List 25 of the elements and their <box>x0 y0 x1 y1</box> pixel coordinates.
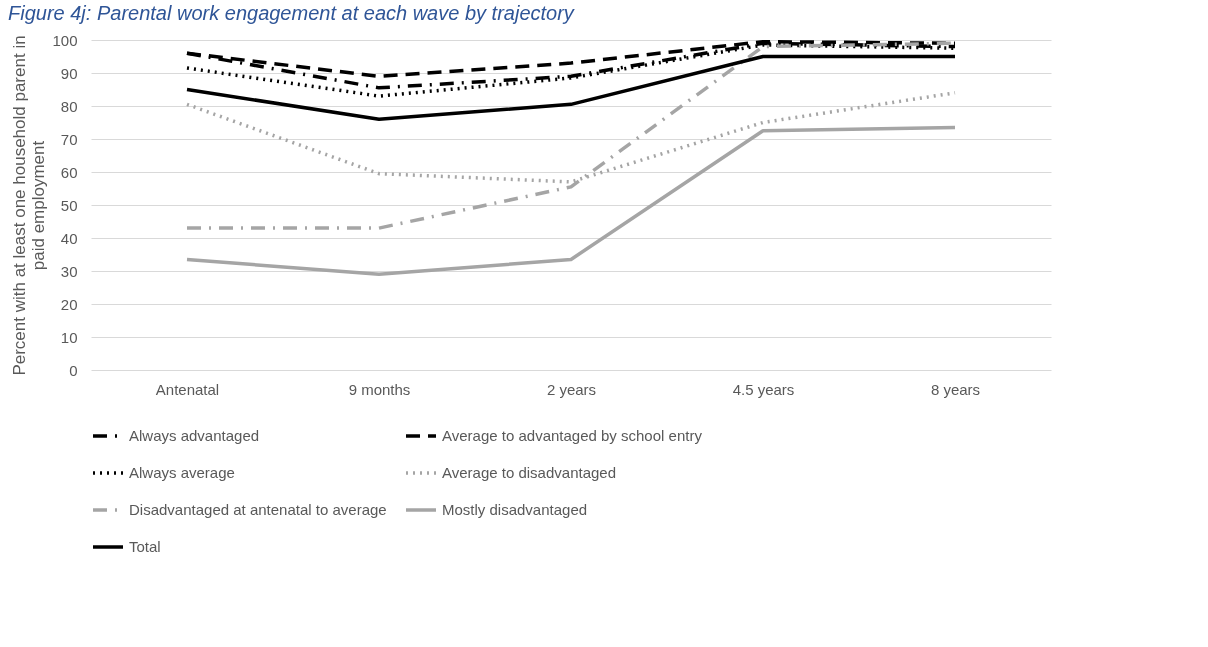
legend-label: Always average <box>129 464 235 481</box>
y-tick-label: 30 <box>60 262 78 280</box>
legend-label: Always advantaged <box>129 427 260 444</box>
y-tick-label: 50 <box>60 196 78 214</box>
legend-label: Mostly disadvantaged <box>442 501 588 518</box>
chart-title: Figure 4j: Parental work engagement at each wave by trajectory <box>7 1 576 25</box>
legend-label: Average to advantaged by school entry <box>442 427 703 444</box>
y-tick-label: 60 <box>60 163 78 181</box>
y-tick-label: 10 <box>60 328 78 346</box>
y-tick-label: 100 <box>52 31 78 49</box>
y-tick-label: 0 <box>69 361 78 379</box>
legend-label: Disadvantaged at antenatal to average <box>129 501 387 518</box>
y-tick-label: 80 <box>60 97 78 115</box>
y-tick-label: 70 <box>60 130 78 148</box>
y-tick-label: 90 <box>60 64 78 82</box>
x-tick-label: 9 months <box>348 380 411 398</box>
y-tick-label: 40 <box>60 229 78 247</box>
legend-label: Average to disadvantaged <box>442 464 617 481</box>
x-tick-label: 8 years <box>930 380 981 398</box>
y-tick-label: 20 <box>60 295 78 313</box>
x-tick-label: 4.5 years <box>732 380 795 398</box>
legend-label: Total <box>129 538 161 555</box>
x-tick-label: Antenatal <box>155 380 220 398</box>
y-axis-title: Percent with at least one household parent in paid employment <box>10 35 49 376</box>
x-tick-label: 2 years <box>546 380 597 398</box>
